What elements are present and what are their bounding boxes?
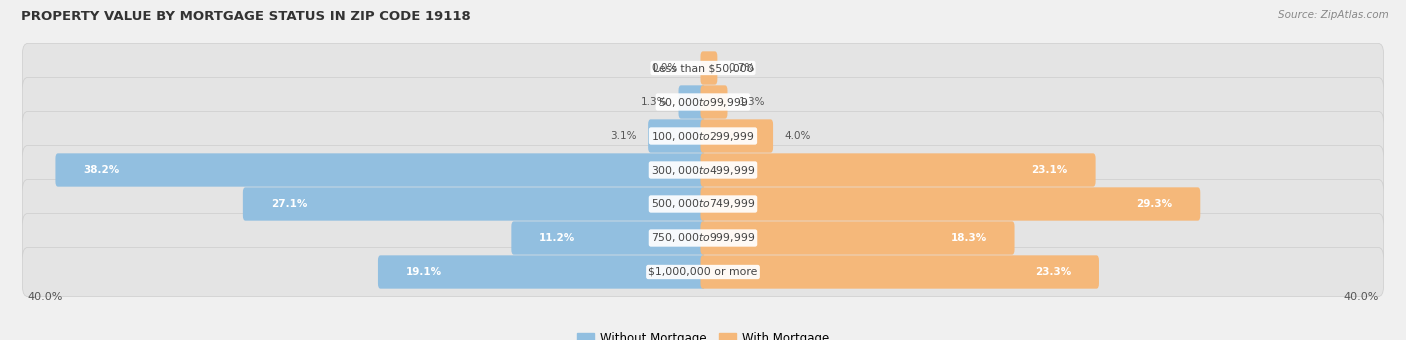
FancyBboxPatch shape	[22, 180, 1384, 228]
Text: 11.2%: 11.2%	[540, 233, 575, 243]
Text: 0.0%: 0.0%	[651, 63, 678, 73]
FancyBboxPatch shape	[22, 214, 1384, 262]
FancyBboxPatch shape	[648, 119, 706, 153]
Text: 0.7%: 0.7%	[728, 63, 755, 73]
FancyBboxPatch shape	[512, 221, 706, 255]
Text: 40.0%: 40.0%	[28, 292, 63, 303]
Text: $1,000,000 or more: $1,000,000 or more	[648, 267, 758, 277]
Text: $500,000 to $749,999: $500,000 to $749,999	[651, 198, 755, 210]
Text: 23.1%: 23.1%	[1032, 165, 1067, 175]
Text: 23.3%: 23.3%	[1035, 267, 1071, 277]
FancyBboxPatch shape	[22, 112, 1384, 160]
FancyBboxPatch shape	[22, 146, 1384, 194]
Text: $100,000 to $299,999: $100,000 to $299,999	[651, 130, 755, 142]
Text: 1.3%: 1.3%	[641, 97, 668, 107]
FancyBboxPatch shape	[700, 221, 1015, 255]
Text: 29.3%: 29.3%	[1136, 199, 1173, 209]
Text: 18.3%: 18.3%	[950, 233, 987, 243]
FancyBboxPatch shape	[22, 44, 1384, 92]
Text: 4.0%: 4.0%	[785, 131, 810, 141]
Text: $50,000 to $99,999: $50,000 to $99,999	[658, 96, 748, 108]
Text: $750,000 to $999,999: $750,000 to $999,999	[651, 232, 755, 244]
FancyBboxPatch shape	[700, 187, 1201, 221]
FancyBboxPatch shape	[378, 255, 706, 289]
Text: 1.3%: 1.3%	[738, 97, 765, 107]
Text: Less than $50,000: Less than $50,000	[652, 63, 754, 73]
FancyBboxPatch shape	[243, 187, 706, 221]
Text: 3.1%: 3.1%	[610, 131, 637, 141]
FancyBboxPatch shape	[700, 119, 773, 153]
Text: 19.1%: 19.1%	[406, 267, 441, 277]
Legend: Without Mortgage, With Mortgage: Without Mortgage, With Mortgage	[572, 328, 834, 340]
Text: 38.2%: 38.2%	[83, 165, 120, 175]
Text: 40.0%: 40.0%	[1343, 292, 1378, 303]
FancyBboxPatch shape	[700, 255, 1099, 289]
Text: 27.1%: 27.1%	[271, 199, 307, 209]
FancyBboxPatch shape	[700, 51, 717, 85]
FancyBboxPatch shape	[700, 153, 1095, 187]
FancyBboxPatch shape	[679, 85, 706, 119]
Text: Source: ZipAtlas.com: Source: ZipAtlas.com	[1278, 10, 1389, 20]
Text: $300,000 to $499,999: $300,000 to $499,999	[651, 164, 755, 176]
Text: PROPERTY VALUE BY MORTGAGE STATUS IN ZIP CODE 19118: PROPERTY VALUE BY MORTGAGE STATUS IN ZIP…	[21, 10, 471, 23]
FancyBboxPatch shape	[22, 248, 1384, 296]
FancyBboxPatch shape	[55, 153, 706, 187]
FancyBboxPatch shape	[22, 78, 1384, 126]
FancyBboxPatch shape	[700, 85, 727, 119]
